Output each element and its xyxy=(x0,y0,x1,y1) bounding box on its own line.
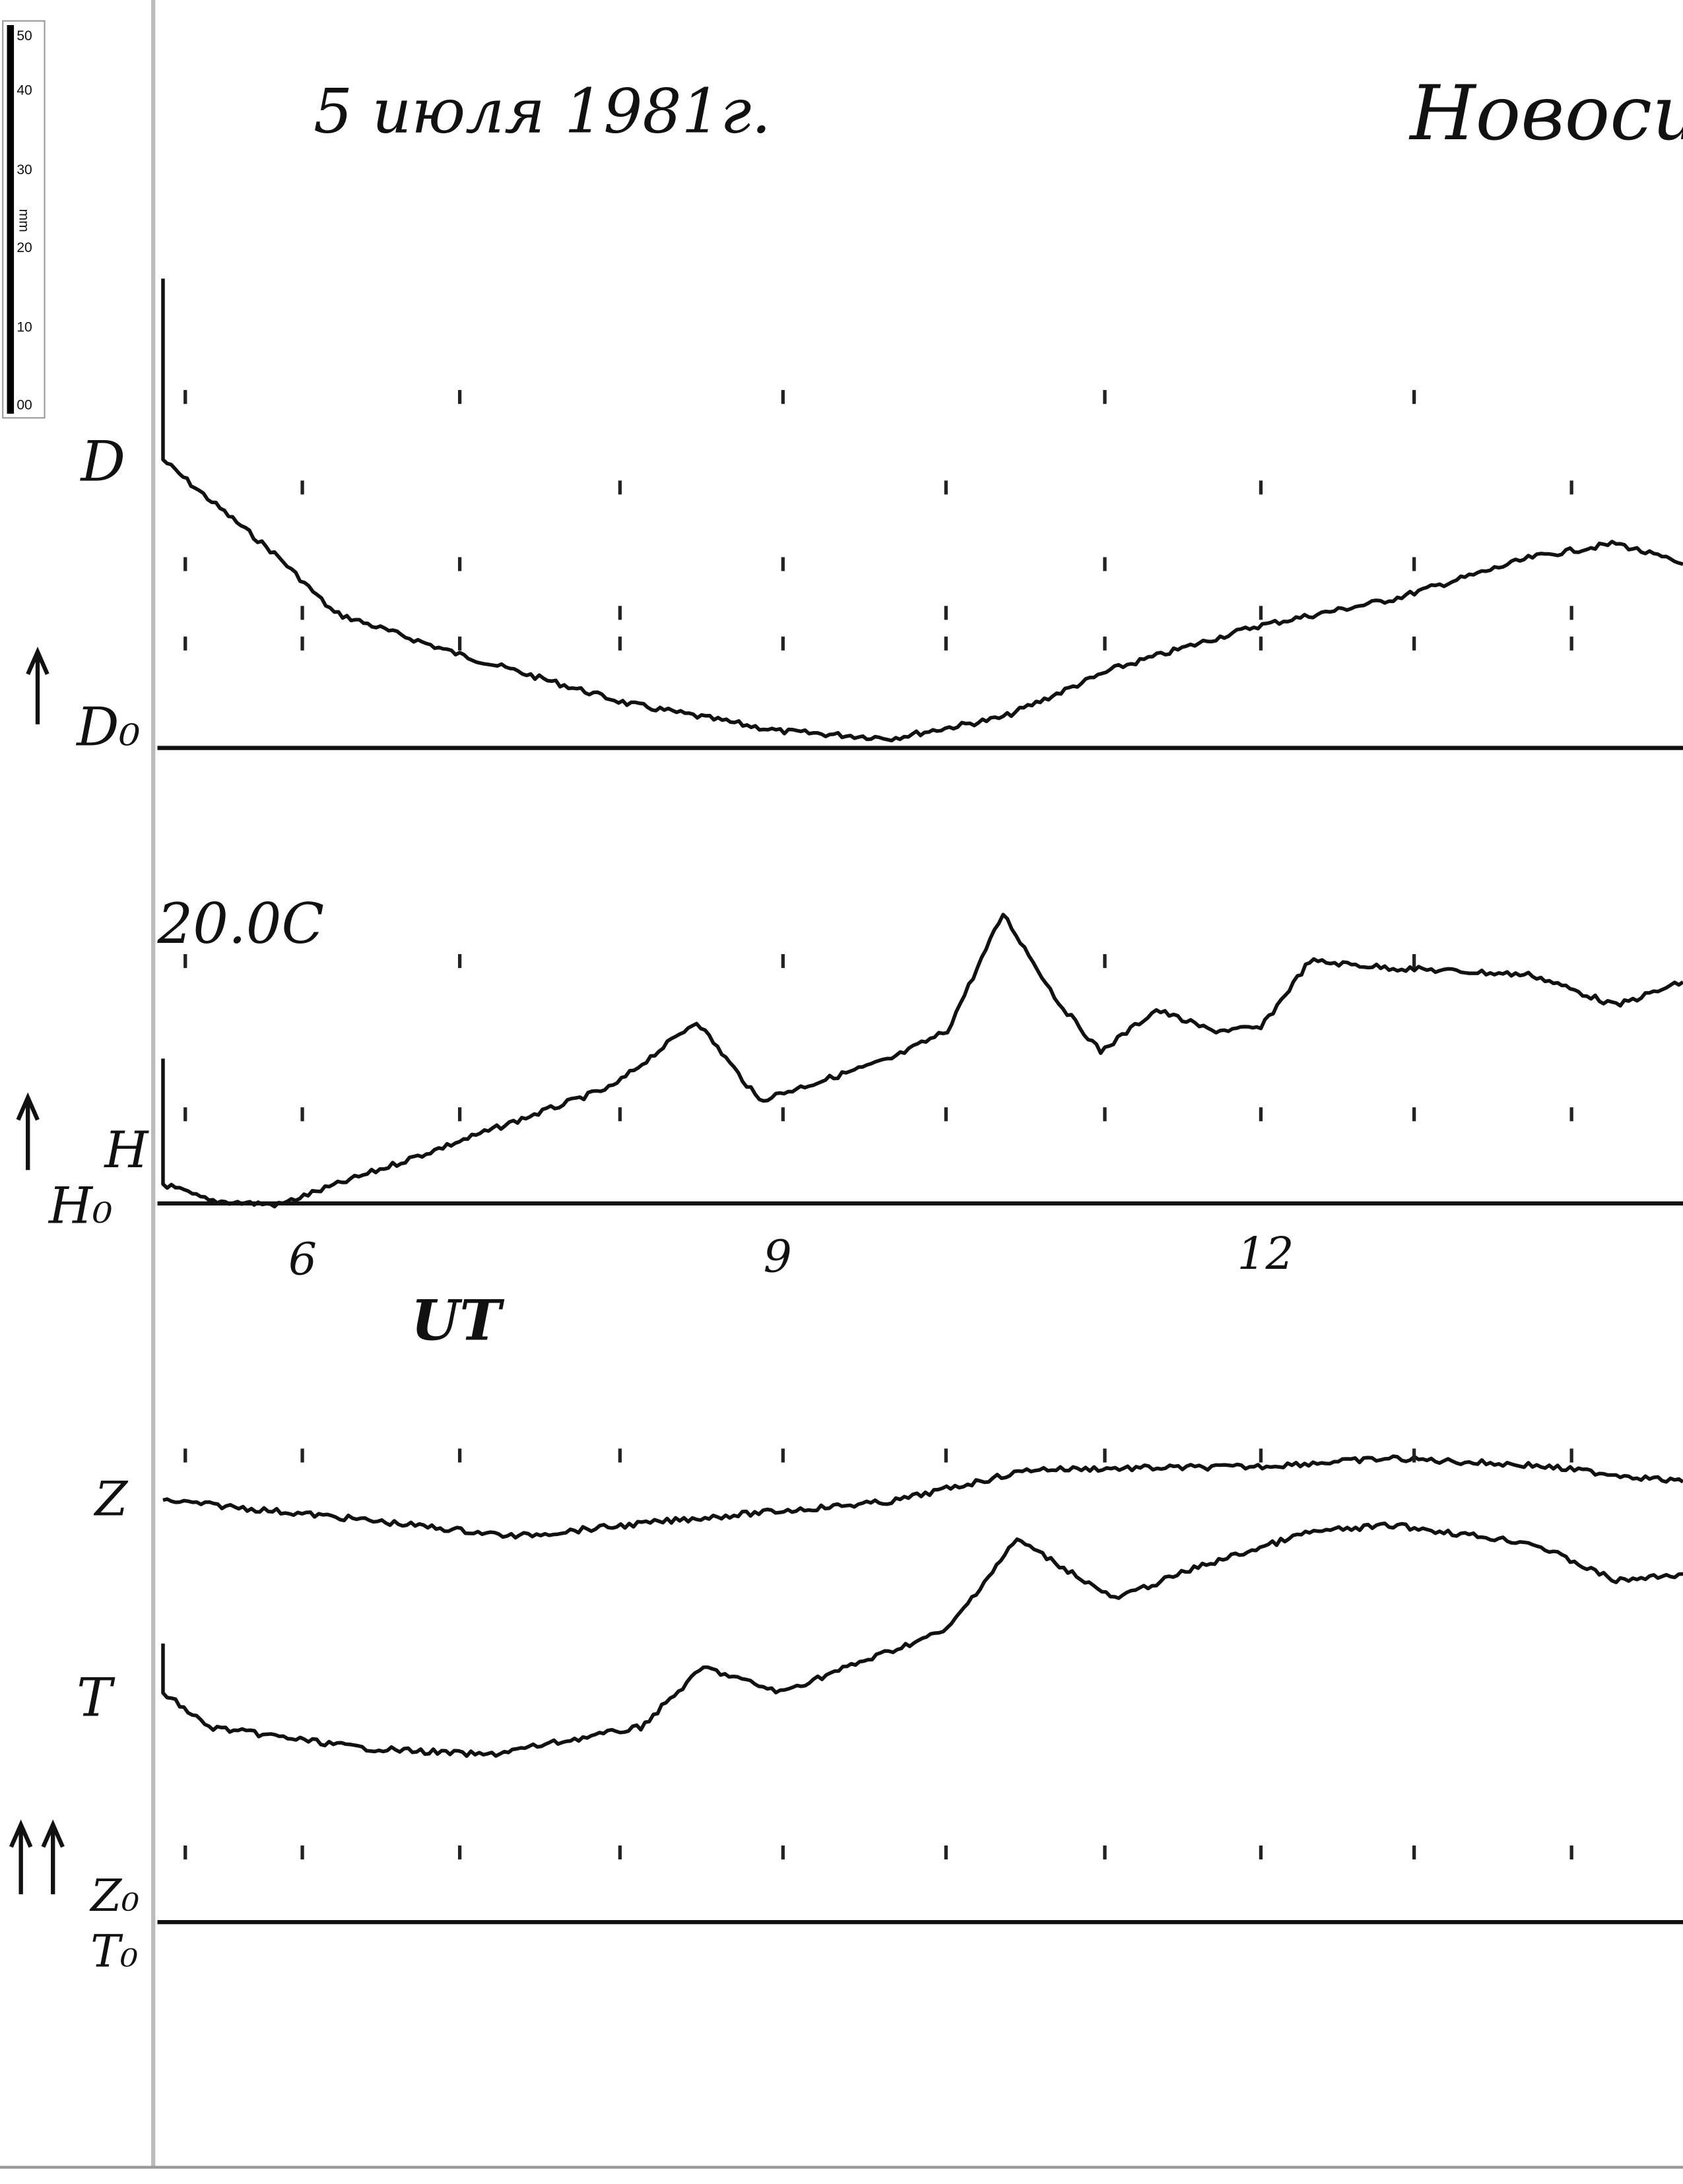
ruler-label: 00 xyxy=(16,398,32,413)
ruler-label: 50 xyxy=(16,28,32,44)
date: 5 июля 1981г. xyxy=(314,76,771,147)
hour-label: 9 xyxy=(764,1230,792,1282)
label-z: Z xyxy=(94,1471,129,1527)
ruler-bar xyxy=(7,25,15,414)
station: Новоси xyxy=(1408,69,1683,157)
label-d0: D₀ xyxy=(75,696,140,757)
hour-label: 6 xyxy=(288,1233,317,1285)
label-d: D xyxy=(79,429,125,494)
time-mark: 20.0C xyxy=(157,891,325,956)
label-h0: H₀ xyxy=(48,1176,113,1235)
arrow xyxy=(16,1092,40,1171)
arrow xyxy=(26,647,50,724)
label-t: T xyxy=(77,1667,116,1729)
trace xyxy=(162,1454,1683,1540)
hour-label: 12 xyxy=(1238,1227,1294,1279)
trace xyxy=(161,1522,1683,1758)
trace xyxy=(161,278,1683,743)
arrow xyxy=(9,1819,33,1894)
ruler-label: 40 xyxy=(16,83,32,98)
arrows xyxy=(9,647,65,1894)
hour-marks xyxy=(183,390,1573,1860)
trace xyxy=(161,913,1683,1209)
label-t0: T₀ xyxy=(90,1925,138,1977)
label-z0: Z₀ xyxy=(89,1869,139,1921)
label-h: H xyxy=(103,1120,149,1179)
ruler: 50 40 30 20 10 00 mm xyxy=(2,20,46,419)
ruler-label: 20 xyxy=(16,240,32,255)
traces xyxy=(161,278,1683,1758)
ruler-unit: mm xyxy=(16,209,32,232)
ruler-label: 10 xyxy=(16,319,32,335)
ruler-label: 30 xyxy=(16,162,32,177)
arrow xyxy=(41,1819,65,1894)
time-axis-label: UT xyxy=(411,1288,505,1353)
